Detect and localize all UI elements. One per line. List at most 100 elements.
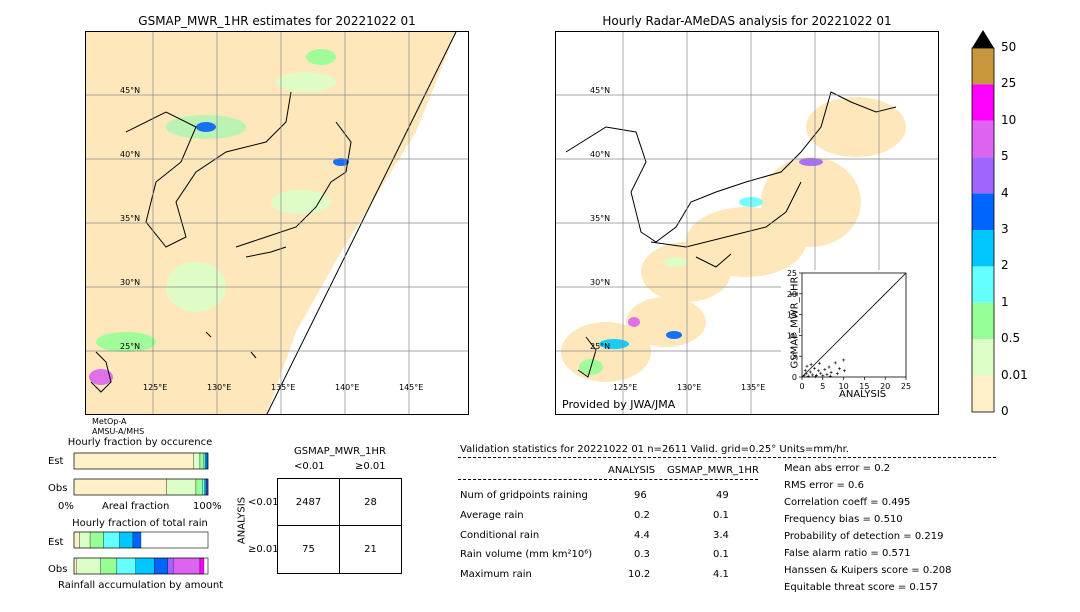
scatter-point bbox=[827, 365, 831, 369]
score-line: Hanssen & Kuipers score = 0.208 bbox=[784, 565, 952, 576]
contingency-row-lt: <0.01 bbox=[248, 497, 279, 508]
contingency-cell-nn: 2487 bbox=[277, 478, 340, 526]
fraction-bar-segment bbox=[103, 531, 120, 549]
right-map: 45°N 40°N 35°N 30°N 25°N 125°E 130°E 135… bbox=[555, 31, 939, 415]
fraction-bar-outline bbox=[73, 452, 209, 470]
scatter-point bbox=[805, 364, 809, 368]
colorbar-tick-label: 50 bbox=[1001, 40, 1017, 54]
sensor-name: MetOp-A bbox=[92, 417, 127, 426]
score-line: False alarm ratio = 0.571 bbox=[784, 548, 911, 559]
scatter-xtick-label: 15 bbox=[859, 382, 869, 391]
colorbar-segment bbox=[972, 193, 994, 230]
occ-obs-label: Obs bbox=[48, 483, 68, 494]
scatter-diagonal bbox=[801, 272, 907, 378]
rain-obs-label: Obs bbox=[48, 564, 68, 575]
scatter-point bbox=[842, 369, 846, 373]
scatter-point bbox=[823, 368, 827, 372]
validation-row-gsmap: 0.1 bbox=[713, 549, 729, 560]
fraction-bar-segment bbox=[166, 478, 197, 496]
scatter-ytick-label: 5 bbox=[792, 352, 797, 361]
scatter-ytick-label: 10 bbox=[787, 331, 797, 340]
left-map-swath bbox=[86, 32, 456, 414]
contingency-col-lt: <0.01 bbox=[294, 461, 325, 472]
occ-xlabel: Areal fraction bbox=[102, 501, 170, 512]
fraction-bar-segment bbox=[76, 557, 101, 575]
left-lon-label-135: 135°E bbox=[271, 383, 296, 392]
right-lat-label-35: 35°N bbox=[590, 214, 611, 223]
colorbar-tick-label: 0.01 bbox=[1001, 367, 1028, 382]
colorbar-tick-label: 25 bbox=[1001, 76, 1017, 91]
validation-row-gsmap: 3.4 bbox=[713, 530, 729, 541]
contingency-cell-ny: 28 bbox=[339, 478, 402, 526]
scatter-point bbox=[821, 374, 825, 378]
validation-row-gsmap: 0.1 bbox=[713, 510, 729, 521]
fraction-bar-segment bbox=[167, 557, 174, 575]
scatter-point bbox=[825, 373, 829, 377]
scatter-point bbox=[835, 372, 839, 376]
colorbar-segment bbox=[972, 375, 994, 412]
fraction-bar-segment bbox=[173, 557, 201, 575]
left-lat-label-25: 25°N bbox=[120, 342, 141, 351]
scatter-xtick-label: 25 bbox=[901, 382, 911, 391]
right-lat-label-45: 45°N bbox=[590, 86, 611, 95]
fraction-bar-outline bbox=[73, 531, 209, 549]
colorbar-segment bbox=[972, 266, 994, 303]
rain-xlabel: Rainfall accumulation by amount bbox=[58, 580, 224, 591]
scatter-point bbox=[813, 375, 817, 379]
scatter-point bbox=[817, 361, 821, 365]
occurrence-bars bbox=[73, 452, 209, 496]
colorbar-tick-label: 10 bbox=[1001, 112, 1017, 127]
right-lon-label-130: 130°E bbox=[677, 383, 702, 392]
validation-row-gsmap: 49 bbox=[716, 490, 729, 501]
scatter-plot: 00 5 5 10 10 15 15 20 20 25 25 bbox=[787, 269, 911, 391]
scatter-point bbox=[833, 361, 837, 365]
sensor-instrument: AMSU-A/MHS bbox=[92, 427, 145, 436]
scatter-point bbox=[803, 368, 807, 372]
validation-divider bbox=[458, 457, 996, 458]
scatter-xlabel: ANALYSIS bbox=[839, 389, 887, 400]
right-lon-label-125: 125°E bbox=[613, 383, 638, 392]
validation-row-analysis: 0.2 bbox=[634, 510, 650, 521]
totalrain-bars bbox=[73, 531, 209, 575]
score-line: Equitable threat score = 0.157 bbox=[784, 582, 939, 593]
colorbar-outline bbox=[971, 47, 995, 413]
fraction-bar-segment bbox=[154, 557, 168, 575]
scatter-xtick-label: 0 bbox=[799, 382, 804, 391]
fraction-bar-segment bbox=[132, 531, 142, 549]
left-map-title: GSMAP_MWR_1HR estimates for 20221022 01 bbox=[138, 14, 416, 28]
right-lon-label-135: 135°E bbox=[741, 383, 766, 392]
contingency-row-ge: ≥0.01 bbox=[248, 544, 279, 555]
validation-row-analysis: 4.4 bbox=[634, 530, 650, 541]
scatter-ytick-label: 0 bbox=[792, 373, 797, 382]
validation-row-label: Average rain bbox=[460, 510, 524, 521]
fraction-bar-segment bbox=[89, 531, 104, 549]
fraction-bar-segment bbox=[205, 452, 207, 470]
scatter-point bbox=[804, 372, 808, 376]
colorbar-segment bbox=[972, 339, 994, 376]
scatter-point bbox=[806, 374, 810, 378]
fraction-bar-segment bbox=[202, 478, 205, 496]
fraction-bar-segment bbox=[193, 452, 201, 470]
validation-col-gsmap: GSMAP_MWR_1HR bbox=[667, 465, 759, 476]
left-lat-label-35: 35°N bbox=[120, 214, 141, 223]
left-lon-label-140: 140°E bbox=[335, 383, 360, 392]
scatter-point bbox=[809, 363, 813, 367]
left-lon-label-125: 125°E bbox=[143, 383, 168, 392]
scatter-point bbox=[837, 367, 841, 371]
colorbar-segment bbox=[972, 84, 994, 121]
colorbar-tick-label: 5 bbox=[1001, 149, 1009, 164]
scatter-ytick-label: 20 bbox=[787, 290, 797, 299]
score-line: Mean abs error = 0.2 bbox=[784, 463, 891, 474]
colorbar-tick-label: 1 bbox=[1001, 294, 1009, 309]
right-lat-label-40: 40°N bbox=[590, 150, 611, 159]
validation-row-analysis: 0.3 bbox=[634, 549, 650, 560]
fraction-bar-segment bbox=[199, 557, 205, 575]
fraction-bar-segment bbox=[73, 557, 77, 575]
fraction-bar-segment bbox=[135, 557, 155, 575]
fraction-bar-segment bbox=[73, 531, 80, 549]
scatter-point bbox=[842, 358, 846, 362]
fraction-bar-outline bbox=[73, 478, 209, 496]
fraction-bar-segment bbox=[204, 478, 207, 496]
validation-row-label: Num of gridpoints raining bbox=[460, 490, 588, 501]
score-line: Probability of detection = 0.219 bbox=[784, 531, 944, 542]
